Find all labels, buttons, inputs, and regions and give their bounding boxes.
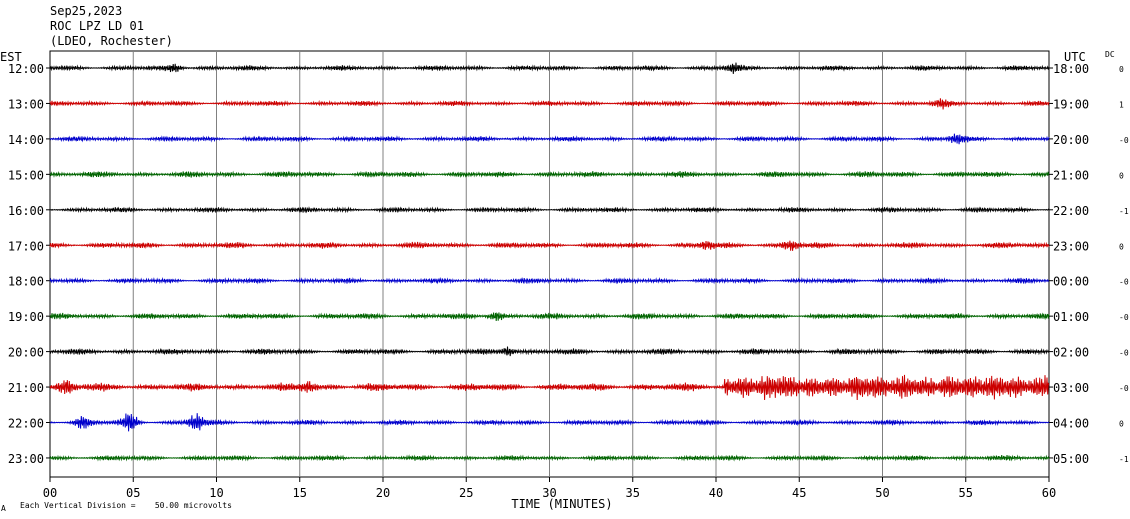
corner-mark: A bbox=[1, 504, 6, 513]
utc-time-label: 21:00 bbox=[1053, 168, 1089, 182]
x-tick-label: 60 bbox=[1042, 486, 1056, 500]
trace-line bbox=[49, 312, 1050, 322]
est-time-label: 14:00 bbox=[8, 133, 44, 147]
dc-value: -1 bbox=[1119, 207, 1129, 216]
trace-line bbox=[49, 413, 1050, 432]
trace-line bbox=[49, 240, 1050, 251]
x-axis-label: TIME (MINUTES) bbox=[511, 497, 612, 511]
x-tick-label: 25 bbox=[459, 486, 473, 500]
trace-line bbox=[49, 276, 1050, 285]
trace-line bbox=[49, 346, 1050, 357]
chart-grid bbox=[46, 50, 1053, 482]
est-time-label: 23:00 bbox=[8, 452, 44, 466]
utc-time-label: 01:00 bbox=[1053, 310, 1089, 324]
est-time-label: 22:00 bbox=[8, 417, 44, 431]
utc-time-label: 04:00 bbox=[1053, 417, 1089, 431]
trace-line bbox=[49, 454, 1050, 462]
scale-note: Each Vertical Division = 50.00 microvolt… bbox=[20, 501, 232, 510]
utc-time-label: 19:00 bbox=[1053, 97, 1089, 111]
utc-time-label: 05:00 bbox=[1053, 452, 1089, 466]
est-time-label: 16:00 bbox=[8, 204, 44, 218]
trace-line bbox=[49, 170, 1050, 179]
trace-line bbox=[49, 98, 1050, 110]
dc-value: 0 bbox=[1119, 242, 1124, 251]
est-time-label: 12:00 bbox=[8, 62, 44, 76]
trace-line bbox=[49, 62, 1050, 74]
utc-time-label: 20:00 bbox=[1053, 133, 1089, 147]
right-axis-title: UTC bbox=[1064, 50, 1086, 64]
x-tick-label: 40 bbox=[709, 486, 723, 500]
dc-value: -0 bbox=[1119, 313, 1129, 322]
trace-line bbox=[49, 206, 1050, 214]
utc-time-label: 23:00 bbox=[1053, 239, 1089, 253]
x-tick-label: 45 bbox=[792, 486, 806, 500]
dc-value: 0 bbox=[1119, 65, 1124, 74]
x-tick-label: 20 bbox=[376, 486, 390, 500]
trace-line bbox=[49, 374, 1050, 401]
dc-value: -0 bbox=[1119, 384, 1129, 393]
dc-value: -0 bbox=[1119, 349, 1129, 358]
x-tick-label: 30 bbox=[542, 486, 556, 500]
x-tick-label: 00 bbox=[43, 486, 57, 500]
axis-labels: EST UTC DC TIME (MINUTES) Each Vertical … bbox=[0, 50, 1129, 513]
chart-date: Sep25,2023 bbox=[50, 4, 123, 18]
est-time-label: 20:00 bbox=[8, 346, 44, 360]
utc-time-label: 22:00 bbox=[1053, 204, 1089, 218]
trace-line bbox=[49, 133, 1050, 145]
utc-time-label: 18:00 bbox=[1053, 62, 1089, 76]
utc-time-label: 00:00 bbox=[1053, 275, 1089, 289]
dc-value: 1 bbox=[1119, 100, 1124, 109]
x-tick-label: 55 bbox=[959, 486, 973, 500]
utc-time-label: 02:00 bbox=[1053, 346, 1089, 360]
est-time-label: 17:00 bbox=[8, 239, 44, 253]
est-time-label: 15:00 bbox=[8, 168, 44, 182]
trace-group bbox=[49, 62, 1050, 462]
network-name: (LDEO, Rochester) bbox=[50, 34, 173, 48]
x-tick-label: 05 bbox=[126, 486, 140, 500]
station-code: ROC LPZ LD 01 bbox=[50, 19, 144, 33]
dc-title: DC bbox=[1105, 50, 1115, 59]
x-tick-label: 10 bbox=[209, 486, 223, 500]
x-tick-label: 50 bbox=[875, 486, 889, 500]
est-time-label: 18:00 bbox=[8, 275, 44, 289]
dc-value: -0 bbox=[1119, 136, 1129, 145]
est-time-label: 19:00 bbox=[8, 310, 44, 324]
dc-value: -0 bbox=[1119, 278, 1129, 287]
dc-value: -1 bbox=[1119, 455, 1129, 464]
left-axis-title: EST bbox=[0, 50, 22, 64]
x-tick-label: 35 bbox=[626, 486, 640, 500]
x-tick-label: 15 bbox=[293, 486, 307, 500]
est-time-label: 21:00 bbox=[8, 381, 44, 395]
est-time-label: 13:00 bbox=[8, 97, 44, 111]
dc-value: 0 bbox=[1119, 171, 1124, 180]
dc-value: 0 bbox=[1119, 420, 1124, 429]
utc-time-label: 03:00 bbox=[1053, 381, 1089, 395]
